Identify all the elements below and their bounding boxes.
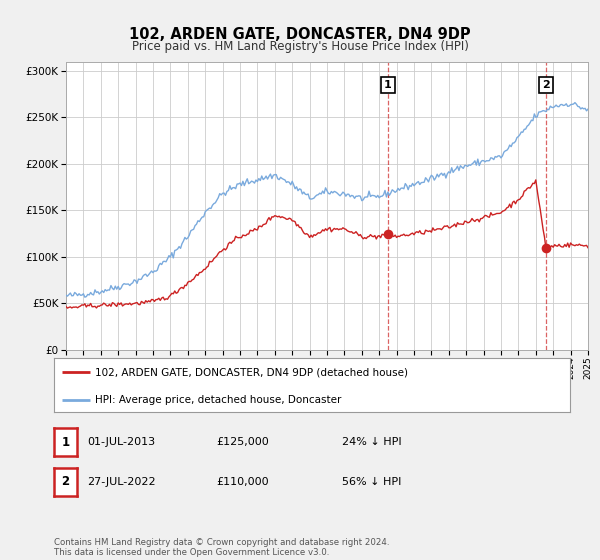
Text: £125,000: £125,000 <box>216 437 269 447</box>
Text: HPI: Average price, detached house, Doncaster: HPI: Average price, detached house, Donc… <box>95 395 341 405</box>
Text: 56% ↓ HPI: 56% ↓ HPI <box>342 477 401 487</box>
Text: 24% ↓ HPI: 24% ↓ HPI <box>342 437 401 447</box>
Text: £110,000: £110,000 <box>216 477 269 487</box>
Text: 01-JUL-2013: 01-JUL-2013 <box>87 437 155 447</box>
Text: 2: 2 <box>61 475 70 488</box>
Text: 1: 1 <box>384 80 392 90</box>
Text: Price paid vs. HM Land Registry's House Price Index (HPI): Price paid vs. HM Land Registry's House … <box>131 40 469 53</box>
Text: 1: 1 <box>61 436 70 449</box>
Text: 27-JUL-2022: 27-JUL-2022 <box>87 477 155 487</box>
Text: 102, ARDEN GATE, DONCASTER, DN4 9DP: 102, ARDEN GATE, DONCASTER, DN4 9DP <box>129 27 471 42</box>
Text: 102, ARDEN GATE, DONCASTER, DN4 9DP (detached house): 102, ARDEN GATE, DONCASTER, DN4 9DP (det… <box>95 367 408 377</box>
Text: 2: 2 <box>542 80 550 90</box>
Text: Contains HM Land Registry data © Crown copyright and database right 2024.
This d: Contains HM Land Registry data © Crown c… <box>54 538 389 557</box>
